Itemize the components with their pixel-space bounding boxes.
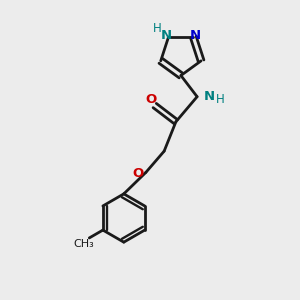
Text: O: O: [132, 167, 143, 180]
Text: N: N: [204, 90, 215, 103]
Text: N: N: [190, 29, 201, 43]
Text: H: H: [153, 22, 162, 35]
Text: O: O: [146, 93, 157, 106]
Text: H: H: [216, 93, 225, 106]
Text: N: N: [160, 29, 172, 43]
Text: CH₃: CH₃: [74, 239, 94, 249]
